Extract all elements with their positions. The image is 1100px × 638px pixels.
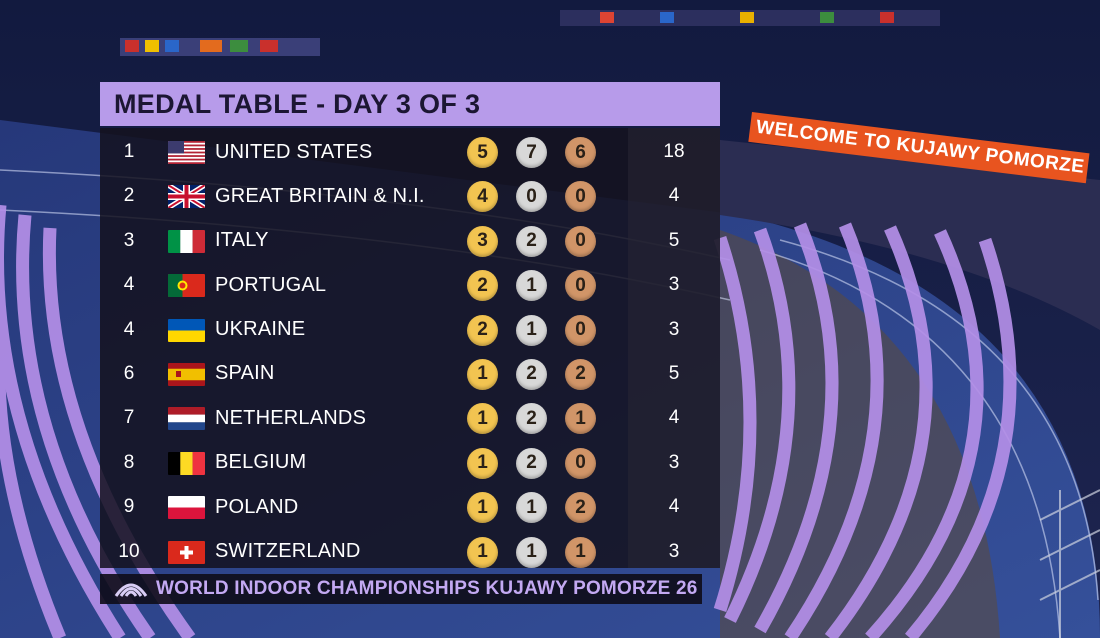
italy-flag-icon [168, 229, 205, 253]
silver-medal-count: 2 [516, 447, 547, 479]
rank: 4 [123, 274, 135, 296]
portugal-flag-icon [168, 274, 205, 298]
bronze-medal-count: 2 [565, 492, 596, 524]
rank: 6 [123, 362, 135, 384]
poland-flag-icon [168, 496, 205, 520]
medal-table-rows: 1 UNITED STATES 5 7 6 18 2 GREAT BRITAIN… [100, 130, 720, 574]
table-row: 6 SPAIN 1 2 2 5 [100, 352, 720, 396]
rank: 3 [123, 229, 135, 251]
spain-flag-icon [168, 362, 205, 386]
table-row: 1 UNITED STATES 5 7 6 18 [100, 130, 720, 174]
table-row: 9 POLAND 1 1 2 4 [100, 485, 720, 529]
silver-medal-count: 1 [516, 536, 547, 568]
usa-flag-icon [168, 141, 205, 164]
country-name: GREAT BRITAIN & N.I. [215, 184, 425, 207]
bronze-medal-count: 0 [565, 447, 596, 479]
bronze-medal-count: 6 [565, 137, 596, 168]
country-name: UKRAINE [215, 318, 306, 341]
country-name: UNITED STATES [215, 140, 373, 163]
total-column [628, 128, 720, 568]
gold-medal-count: 3 [467, 225, 498, 257]
gold-medal-count: 4 [467, 181, 498, 213]
total-medal-count: 3 [668, 274, 680, 296]
silver-medal-count: 1 [516, 492, 547, 524]
rank: 1 [123, 141, 135, 162]
gold-medal-count: 1 [467, 358, 498, 390]
bronze-medal-count: 1 [565, 403, 596, 435]
gold-medal-count: 1 [467, 492, 498, 524]
gold-medal-count: 1 [467, 447, 498, 479]
table-row: 8 BELGIUM 1 2 0 3 [100, 441, 720, 485]
country-name: PORTUGAL [215, 273, 327, 296]
bronze-medal-count: 0 [565, 270, 596, 302]
silver-medal-count: 7 [516, 137, 547, 168]
country-name: SPAIN [215, 362, 275, 385]
silver-medal-count: 1 [516, 270, 547, 302]
total-medal-count: 4 [668, 496, 680, 518]
spectator-flags [120, 10, 940, 56]
silver-medal-count: 2 [516, 225, 547, 257]
gold-medal-count: 1 [467, 403, 498, 435]
table-row: 7 NETHERLANDS 1 2 1 4 [100, 396, 720, 440]
total-medal-count: 5 [668, 229, 680, 251]
ukraine-flag-icon [168, 318, 205, 342]
bronze-medal-count: 1 [565, 536, 596, 568]
silver-medal-count: 0 [516, 181, 547, 213]
gold-medal-count: 5 [467, 137, 498, 168]
medal-table-title: MEDAL TABLE - DAY 3 OF 3 [100, 82, 720, 126]
rank: 9 [123, 496, 135, 518]
table-row: 10 SWITZERLAND 1 1 1 3 [100, 530, 720, 574]
switzerland-flag-icon [168, 540, 205, 564]
country-name: BELGIUM [215, 451, 307, 474]
netherlands-flag-icon [168, 407, 205, 431]
table-row: 4 UKRAINE 2 1 0 3 [100, 308, 720, 352]
table-row: 4 PORTUGAL 2 1 0 3 [100, 263, 720, 307]
gold-medal-count: 2 [467, 270, 498, 302]
silver-medal-count: 2 [516, 403, 547, 435]
championship-logo-icon [114, 583, 148, 597]
country-name: SWITZERLAND [215, 540, 361, 563]
total-medal-count: 3 [668, 540, 680, 562]
bronze-medal-count: 0 [565, 225, 596, 257]
bronze-medal-count: 0 [565, 181, 596, 213]
total-medal-count: 18 [663, 141, 685, 162]
uk-flag-icon [168, 185, 205, 209]
total-medal-count: 5 [668, 362, 680, 384]
championship-footer: WORLD INDOOR CHAMPIONSHIPS KUJAWY POMORZ… [100, 574, 702, 604]
country-name: POLAND [215, 495, 299, 518]
bronze-medal-count: 0 [565, 314, 596, 346]
total-medal-count: 3 [668, 318, 680, 340]
total-medal-count: 4 [668, 185, 680, 207]
championship-footer-text: WORLD INDOOR CHAMPIONSHIPS KUJAWY POMORZ… [156, 578, 698, 599]
country-name: NETHERLANDS [215, 406, 367, 429]
rank: 8 [123, 451, 135, 473]
gold-medal-count: 2 [467, 314, 498, 346]
belgium-flag-icon [168, 451, 205, 475]
total-medal-count: 4 [668, 407, 680, 429]
silver-medal-count: 1 [516, 314, 547, 346]
total-medal-count: 3 [668, 451, 680, 473]
rank: 7 [123, 407, 135, 429]
rank: 4 [123, 318, 135, 340]
medal-table-panel: MEDAL TABLE - DAY 3 OF 3 1 UNITED STATES… [100, 82, 720, 568]
bronze-medal-count: 2 [565, 358, 596, 390]
medal-table: 1 UNITED STATES 5 7 6 18 2 GREAT BRITAIN… [100, 128, 720, 568]
gold-medal-count: 1 [467, 536, 498, 568]
country-name: ITALY [215, 229, 269, 252]
rank: 10 [118, 540, 140, 562]
table-row: 3 ITALY 3 2 0 5 [100, 219, 720, 263]
silver-medal-count: 2 [516, 358, 547, 390]
rank: 2 [123, 185, 135, 207]
table-row: 2 GREAT BRITAIN & N.I. 4 0 0 4 [100, 174, 720, 218]
